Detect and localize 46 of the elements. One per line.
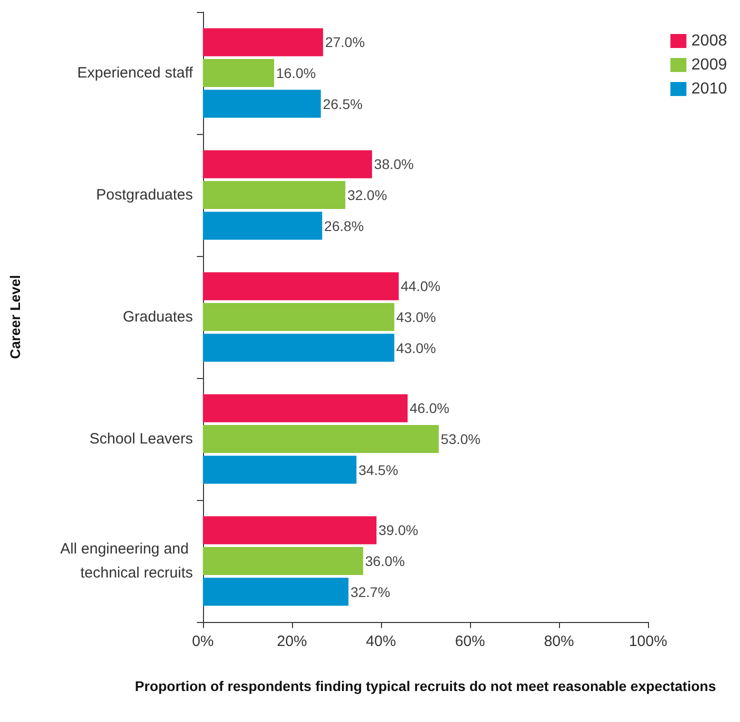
- bar: [202, 425, 439, 453]
- y-tick-label: Experienced staff: [77, 64, 194, 82]
- bar: [202, 28, 324, 56]
- bar: [202, 456, 356, 484]
- y-axis-title: Career Level: [7, 274, 23, 360]
- y-tick-label: Graduates: [122, 308, 193, 326]
- data-label: 34.5%: [358, 462, 398, 478]
- bar: [202, 547, 364, 575]
- bar: [202, 334, 394, 362]
- data-label: 32.7%: [350, 584, 390, 600]
- bar: [202, 578, 348, 606]
- data-label: 36.0%: [365, 553, 405, 569]
- data-label: 26.8%: [324, 218, 364, 234]
- x-axis-title: Proportion of respondents finding typical recruits do not meet reasonable expectations: [134, 678, 716, 694]
- bar: [202, 181, 346, 209]
- data-label: 53.0%: [440, 431, 481, 447]
- x-tick-label: 20%: [276, 633, 307, 650]
- x-tick-label: 80%: [544, 633, 574, 650]
- x-tick-label: 60%: [454, 633, 485, 650]
- data-label: 46.0%: [410, 400, 450, 416]
- legend-label: 2009: [691, 56, 728, 74]
- data-label: 43.0%: [396, 340, 436, 356]
- data-label: 38.0%: [374, 156, 414, 172]
- bar: [202, 212, 322, 240]
- bar: [202, 90, 321, 118]
- bar: [202, 150, 372, 178]
- y-tick-label: Postgraduates: [96, 186, 193, 204]
- y-tick-label: School Leavers: [89, 430, 193, 448]
- bar: [202, 303, 394, 331]
- data-label: 43.0%: [396, 309, 436, 325]
- bar: [202, 394, 408, 422]
- data-label: 16.0%: [276, 65, 316, 81]
- data-label: 27.0%: [325, 34, 365, 50]
- x-tick-label: 40%: [366, 633, 396, 650]
- x-tick-label: 0%: [192, 633, 214, 650]
- data-label: 39.0%: [378, 522, 418, 538]
- y-tick-label: All engineering and technical recruits: [60, 540, 193, 582]
- data-label: 44.0%: [400, 278, 440, 294]
- legend-label: 2010: [691, 80, 728, 98]
- data-label: 26.5%: [322, 96, 363, 112]
- x-tick-label: 100%: [628, 633, 668, 650]
- data-label: 32.0%: [347, 187, 388, 203]
- legend-label: 2008: [691, 32, 728, 50]
- bar: [202, 516, 376, 544]
- bar: [202, 59, 274, 87]
- bar: [202, 272, 399, 300]
